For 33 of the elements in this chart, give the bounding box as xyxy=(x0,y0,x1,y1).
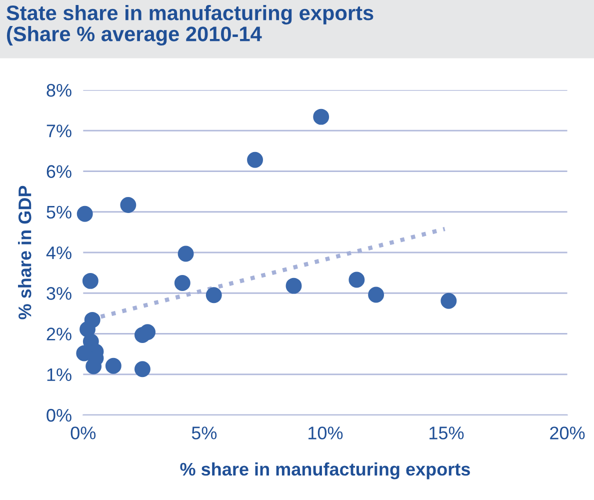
y-tick-label: 5% xyxy=(46,206,72,219)
x-tick-label: 0% xyxy=(70,426,96,440)
x-tick-label: 15% xyxy=(430,426,464,440)
point xyxy=(174,274,190,291)
point xyxy=(206,287,222,304)
point xyxy=(105,358,122,374)
point xyxy=(76,206,93,222)
y-tick-label: 6% xyxy=(46,165,72,178)
y-axis-title: % share in GDP xyxy=(18,186,32,320)
x-tick-label: 20% xyxy=(550,426,585,440)
y-tick-label: 2% xyxy=(46,328,72,340)
point xyxy=(368,286,384,303)
point xyxy=(348,272,365,288)
y-tick-label: 8% xyxy=(46,84,72,97)
point xyxy=(286,278,302,294)
chart-title: State share in manufacturing exports (Share % average 2010-14 xyxy=(6,5,374,46)
y-tick-label: 4% xyxy=(46,246,72,260)
x-tick-label: 5% xyxy=(192,426,217,440)
point xyxy=(178,246,194,262)
point xyxy=(82,272,98,289)
point xyxy=(140,324,156,340)
point xyxy=(313,108,330,125)
point xyxy=(134,361,150,378)
y-tick-label: 7% xyxy=(46,124,72,138)
y-tick-label: 3% xyxy=(46,287,72,300)
y-tick-label: 1% xyxy=(47,368,72,382)
point xyxy=(247,152,263,168)
point xyxy=(440,292,457,309)
x-tick-label: 10% xyxy=(308,426,343,440)
y-tick-label: 0% xyxy=(46,408,72,422)
point xyxy=(120,196,136,213)
x-axis-title: % share in manufacturing exports xyxy=(180,462,470,480)
point xyxy=(86,358,102,374)
